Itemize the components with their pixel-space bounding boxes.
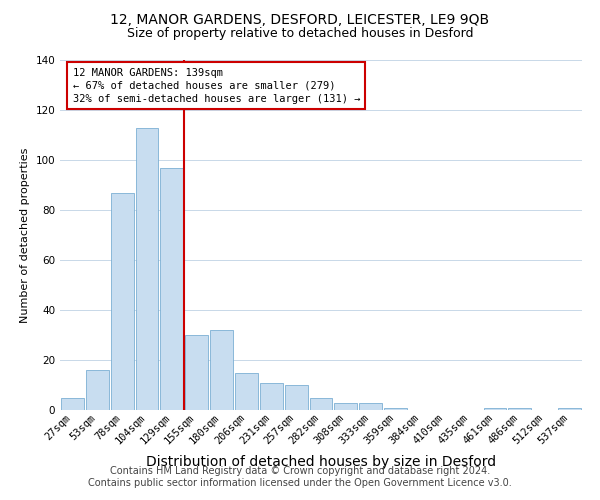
- Text: Size of property relative to detached houses in Desford: Size of property relative to detached ho…: [127, 28, 473, 40]
- Bar: [558, 408, 581, 410]
- Bar: [160, 168, 183, 410]
- Text: 12 MANOR GARDENS: 139sqm
← 67% of detached houses are smaller (279)
32% of semi-: 12 MANOR GARDENS: 139sqm ← 67% of detach…: [73, 68, 360, 104]
- Bar: [285, 385, 308, 410]
- X-axis label: Distribution of detached houses by size in Desford: Distribution of detached houses by size …: [146, 454, 496, 468]
- Bar: [260, 382, 283, 410]
- Bar: [111, 192, 134, 410]
- Bar: [185, 335, 208, 410]
- Bar: [310, 398, 332, 410]
- Text: Contains HM Land Registry data © Crown copyright and database right 2024.
Contai: Contains HM Land Registry data © Crown c…: [88, 466, 512, 487]
- Bar: [235, 372, 258, 410]
- Bar: [334, 402, 357, 410]
- Bar: [359, 402, 382, 410]
- Bar: [136, 128, 158, 410]
- Y-axis label: Number of detached properties: Number of detached properties: [20, 148, 30, 322]
- Text: 12, MANOR GARDENS, DESFORD, LEICESTER, LE9 9QB: 12, MANOR GARDENS, DESFORD, LEICESTER, L…: [110, 12, 490, 26]
- Bar: [508, 408, 531, 410]
- Bar: [484, 408, 506, 410]
- Bar: [86, 370, 109, 410]
- Bar: [61, 398, 84, 410]
- Bar: [384, 408, 407, 410]
- Bar: [210, 330, 233, 410]
